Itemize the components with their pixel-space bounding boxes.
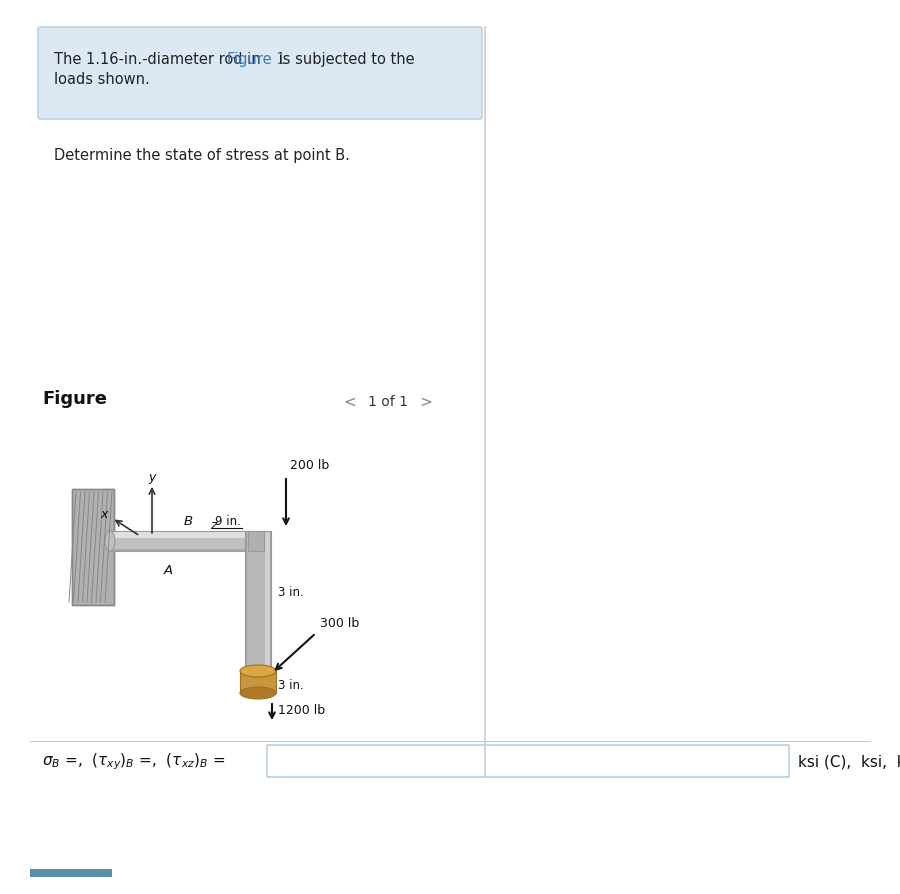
Bar <box>247 531 269 671</box>
Text: 200 lb: 200 lb <box>290 459 329 471</box>
Bar <box>30 869 112 877</box>
Bar <box>265 531 270 671</box>
Bar <box>248 531 264 552</box>
Text: is subjected to the: is subjected to the <box>274 52 415 67</box>
FancyBboxPatch shape <box>267 746 789 777</box>
Bar <box>110 533 252 538</box>
Bar <box>110 534 252 550</box>
Text: 1200 lb: 1200 lb <box>278 704 325 716</box>
Text: Determine the state of stress at point B.: Determine the state of stress at point B… <box>54 148 350 163</box>
Text: ksi (C),  ksi,  ksi: ksi (C), ksi, ksi <box>798 754 900 769</box>
Ellipse shape <box>240 687 276 699</box>
Text: The 1.16-in.-diameter rod in: The 1.16-in.-diameter rod in <box>54 52 266 67</box>
Text: 3 in.: 3 in. <box>278 679 304 691</box>
Bar <box>240 671 276 693</box>
Bar <box>72 489 114 605</box>
Text: x: x <box>100 508 108 521</box>
Text: B: B <box>184 514 193 527</box>
Ellipse shape <box>105 531 115 552</box>
Text: 300 lb: 300 lb <box>320 616 359 629</box>
Text: A: A <box>164 563 173 577</box>
Text: Figure: Figure <box>42 390 107 408</box>
Bar <box>110 531 252 552</box>
Text: >: > <box>419 394 432 409</box>
Text: 1 of 1: 1 of 1 <box>368 394 408 409</box>
Text: Figure 1: Figure 1 <box>227 52 285 67</box>
Bar <box>245 531 271 671</box>
Text: 9 in.: 9 in. <box>215 514 241 527</box>
Bar <box>110 531 252 552</box>
Text: y: y <box>148 470 156 483</box>
Text: $\sigma_B$ =,  $(\tau_{xy})_B$ =,  $(\tau_{xz})_B$ =: $\sigma_B$ =, $(\tau_{xy})_B$ =, $(\tau_… <box>42 751 225 772</box>
Text: <: < <box>344 394 356 409</box>
Text: 3 in.: 3 in. <box>278 585 304 598</box>
Ellipse shape <box>240 665 276 678</box>
Text: z: z <box>210 519 217 531</box>
Bar <box>245 531 271 671</box>
FancyBboxPatch shape <box>38 28 482 120</box>
Bar <box>72 489 114 605</box>
Text: loads shown.: loads shown. <box>54 72 149 87</box>
